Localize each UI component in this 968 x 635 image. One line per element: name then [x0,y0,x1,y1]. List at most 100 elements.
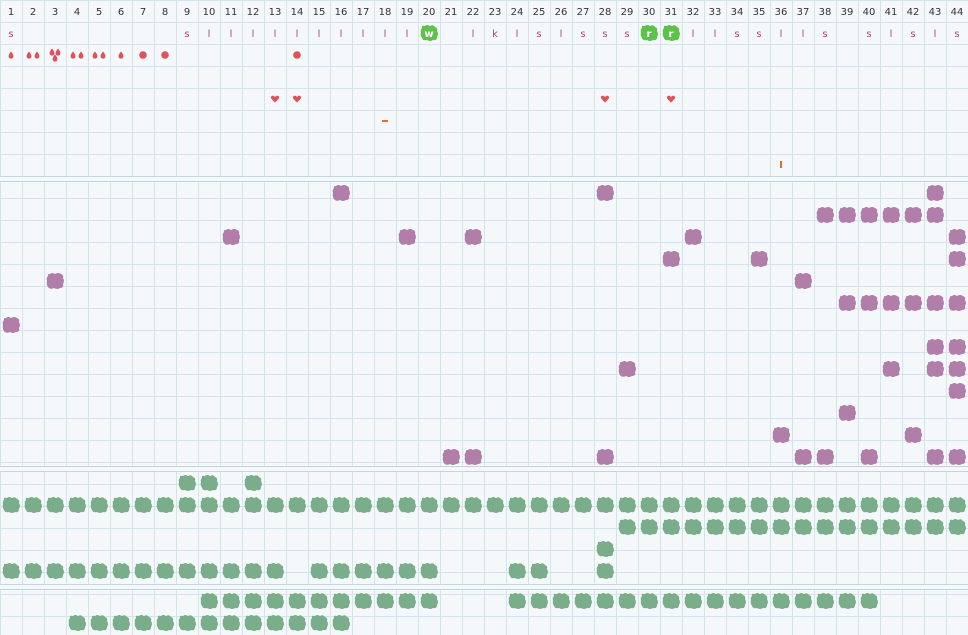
letter-track-glyph: l [208,29,211,40]
green-tile [662,497,680,513]
green-tile [860,593,878,609]
purple-tile [904,427,922,443]
letter-track-glyph: s [602,29,607,40]
green-tile [640,593,658,609]
purple-tile [816,207,834,223]
letter-track-glyph: l [692,29,695,40]
purple-tile [948,361,966,377]
green-tile [596,541,614,557]
column-header-label: 23 [489,7,502,18]
dash-icon [382,120,388,122]
green-tile [772,593,790,609]
green-tile [200,497,218,513]
green-tile [310,497,328,513]
green-tile [178,497,196,513]
green-tile [266,615,284,631]
letter-track-glyph: l [340,29,343,40]
green-tile [530,593,548,609]
column-header-label: 16 [335,7,348,18]
green-tile [244,497,262,513]
green-tile [134,615,152,631]
green-tile [376,563,394,579]
green-tile [596,593,614,609]
green-tile [794,497,812,513]
purple-tile [838,207,856,223]
column-header-label: 11 [225,7,238,18]
green-tile [266,497,284,513]
dot-icon [161,51,169,59]
green-tile [200,563,218,579]
green-tile [310,615,328,631]
drop-icon [118,51,124,59]
purple-tile [684,229,702,245]
green-tile [904,497,922,513]
green-tile [596,497,614,513]
green-tile [530,497,548,513]
column-header-label: 32 [687,7,700,18]
green-tile [112,563,130,579]
green-tile [90,497,108,513]
green-tile [200,615,218,631]
green-tile [926,497,944,513]
column-header-label: 24 [511,7,524,18]
heart-icon [666,95,676,103]
green-tile [398,563,416,579]
green-tile [156,563,174,579]
letter-track-glyph: s [756,29,761,40]
purple-tile [46,273,64,289]
green-tile [574,593,592,609]
column-header-label: 5 [96,7,102,18]
purple-tile [926,295,944,311]
purple-tile [838,295,856,311]
column-header-label: 34 [731,7,744,18]
purple-tile [926,449,944,465]
letter-track-glyph: s [734,29,739,40]
green-tile [266,563,284,579]
purple-tile [926,207,944,223]
green-tile [508,497,526,513]
column-header-label: 4 [74,7,80,18]
green-tile [134,497,152,513]
green-tile [838,519,856,535]
green-tile [860,497,878,513]
column-header-label: 2 [30,7,36,18]
column-header-label: 30 [643,7,656,18]
letter-track-glyph: s [954,29,959,40]
purple-tile [904,295,922,311]
letter-track-glyph: s [8,29,13,40]
letter-track-glyph: l [406,29,409,40]
green-tile [222,615,240,631]
column-header-label: 39 [841,7,854,18]
column-header-label: 44 [951,7,964,18]
letter-track-glyph: l [318,29,321,40]
green-tile [2,563,21,579]
column-header-label: 43 [929,7,942,18]
drop-icon [49,48,61,62]
column-header-label: 28 [599,7,612,18]
purple-tile [948,251,966,267]
green-tile [838,497,856,513]
green-tile [354,593,372,609]
green-tile [24,497,42,513]
green-tile [662,519,680,535]
letter-track-glyph: r [669,29,674,40]
green-tile [816,497,834,513]
green-tile [530,563,548,579]
green-tile [860,519,878,535]
green-tile [376,593,394,609]
green-tile [750,519,768,535]
column-header-label: 40 [863,7,876,18]
green-tile [508,563,526,579]
green-tile [684,497,702,513]
letter-track-glyph: l [714,29,717,40]
heart-icon [600,95,610,103]
green-tile [442,497,460,513]
green-tile [684,593,702,609]
green-tile [398,497,416,513]
green-tile [178,563,196,579]
green-tile [772,497,790,513]
column-header-label: 41 [885,7,898,18]
